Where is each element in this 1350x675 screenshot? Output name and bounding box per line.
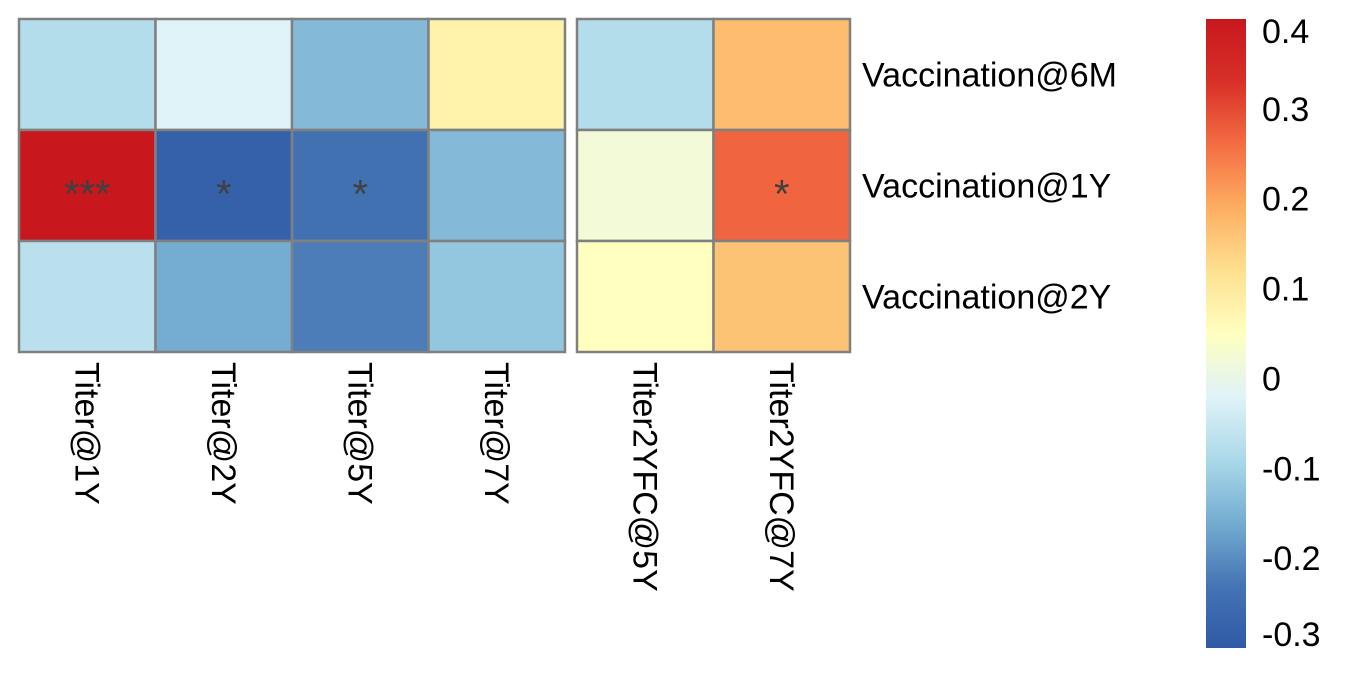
significance-stars: * bbox=[774, 173, 790, 217]
colorbar-tick-label: 0.3 bbox=[1262, 91, 1309, 129]
heatmap-cell bbox=[17, 17, 157, 132]
column-label: Titer@1Y bbox=[67, 362, 105, 505]
heatmap-cell bbox=[712, 17, 852, 132]
row-label: Vaccination@2Y bbox=[862, 279, 1111, 317]
heatmap-cell bbox=[427, 239, 567, 354]
significance-annotations: *** * * * bbox=[64, 173, 790, 217]
significance-stars: * bbox=[216, 173, 232, 217]
heatmap-cells bbox=[17, 17, 852, 354]
colorbar-legend: 0.4 0.3 0.2 0.1 0 -0.1 -0.2 -0.3 bbox=[1206, 13, 1321, 654]
heatmap-cell bbox=[712, 239, 852, 354]
column-label: Titer2YFC@7Y bbox=[762, 362, 800, 592]
colorbar-tick-label: -0.3 bbox=[1262, 616, 1321, 654]
colorbar-gradient bbox=[1206, 19, 1246, 648]
colorbar-tick-label: 0.1 bbox=[1262, 271, 1309, 309]
heatmap-cell bbox=[17, 239, 157, 354]
heatmap-cell bbox=[712, 128, 852, 243]
heatmap-cell bbox=[427, 128, 567, 243]
heatmap-cell bbox=[17, 128, 157, 243]
heatmap-cell bbox=[575, 17, 715, 132]
heatmap-cell bbox=[154, 17, 294, 132]
column-label: Titer@7Y bbox=[477, 362, 515, 505]
colorbar-tick-label: 0.4 bbox=[1262, 13, 1309, 51]
row-label: Vaccination@1Y bbox=[862, 168, 1111, 206]
column-label: Titer2YFC@5Y bbox=[625, 362, 663, 592]
column-label: Titer@5Y bbox=[340, 362, 378, 505]
heatmap-cell bbox=[290, 239, 430, 354]
row-label: Vaccination@6M bbox=[862, 57, 1117, 95]
heatmap-cell bbox=[575, 128, 715, 243]
colorbar-tick-label: -0.2 bbox=[1262, 540, 1321, 578]
heatmap-cell bbox=[290, 17, 430, 132]
heatmap-cell bbox=[575, 239, 715, 354]
heatmap-cell bbox=[290, 128, 430, 243]
heatmap-cell bbox=[154, 239, 294, 354]
colorbar-tick-label: -0.1 bbox=[1262, 450, 1321, 488]
significance-stars: *** bbox=[64, 173, 111, 217]
heatmap-cell bbox=[427, 17, 567, 132]
column-label: Titer@2Y bbox=[204, 362, 242, 505]
colorbar-tick-label: 0 bbox=[1262, 360, 1281, 398]
colorbar-tick-label: 0.2 bbox=[1262, 181, 1309, 219]
row-labels: Vaccination@6M Vaccination@1Y Vaccination@… bbox=[862, 57, 1117, 317]
heatmap-cell bbox=[154, 128, 294, 243]
significance-stars: * bbox=[352, 173, 368, 217]
column-labels: Titer@1Y Titer@2Y Titer@5Y Titer@7Y Titer2YF… bbox=[67, 362, 800, 592]
